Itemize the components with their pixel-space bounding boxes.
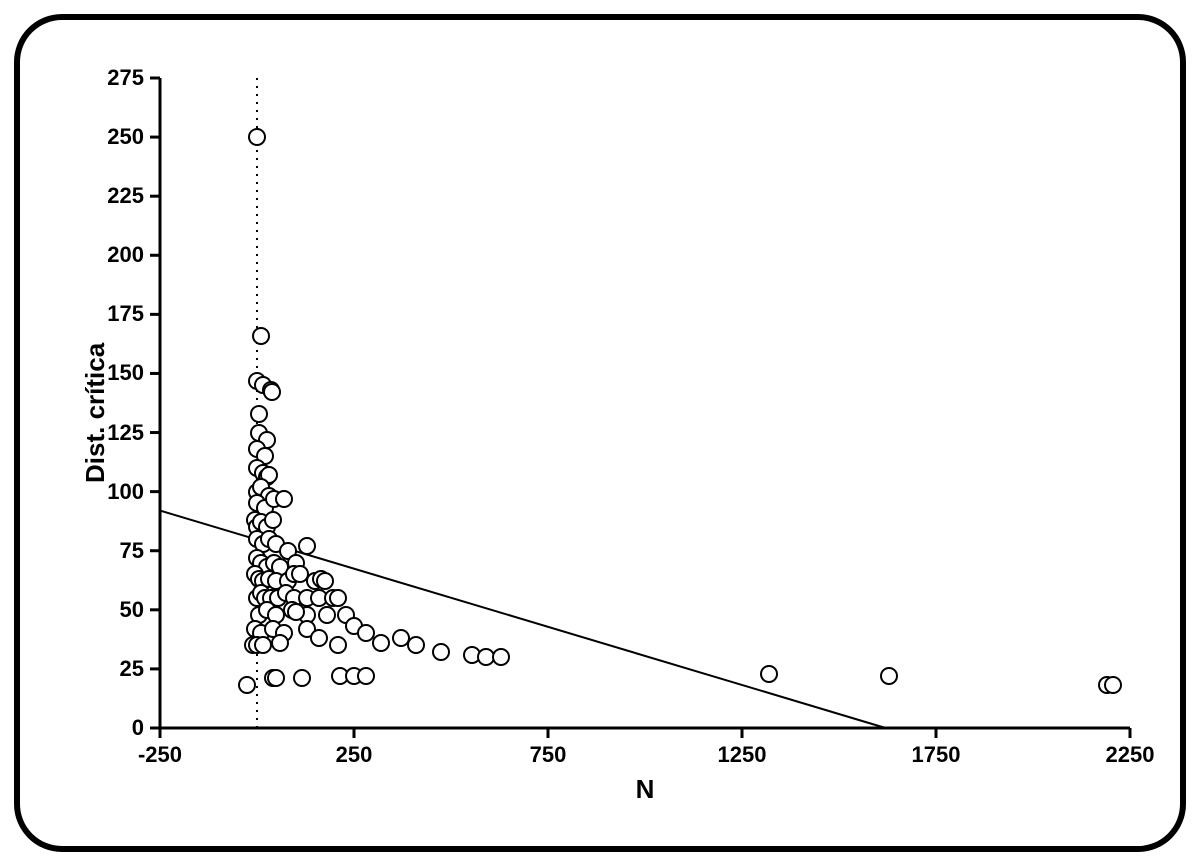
scatter-point [275, 490, 293, 508]
scatter-point [252, 327, 270, 345]
scatter-point [248, 128, 266, 146]
scatter-point [357, 667, 375, 685]
y-tick-label: 75 [120, 538, 144, 564]
x-tick-label: 250 [336, 742, 373, 768]
x-tick-label: -250 [138, 742, 182, 768]
scatter-point [372, 634, 390, 652]
y-tick-label: 250 [107, 124, 144, 150]
y-tick-label: 150 [107, 360, 144, 386]
y-tick-label: 275 [107, 65, 144, 91]
scatter-point [318, 606, 336, 624]
plot-area [160, 78, 1130, 728]
scatter-point [1104, 676, 1122, 694]
scatter-point [287, 603, 305, 621]
x-tick-label: 1250 [718, 742, 767, 768]
scatter-point [250, 405, 268, 423]
y-tick-label: 100 [107, 479, 144, 505]
y-tick-label: 125 [107, 420, 144, 446]
x-tick-label: 750 [530, 742, 567, 768]
scatter-point [293, 669, 311, 687]
y-tick-label: 175 [107, 301, 144, 327]
scatter-point [760, 665, 778, 683]
scatter-point [254, 636, 272, 654]
y-tick-label: 0 [132, 715, 144, 741]
x-axis-title: N [636, 774, 655, 805]
y-tick-label: 25 [120, 656, 144, 682]
scatter-point [264, 511, 282, 529]
scatter-point [263, 383, 281, 401]
y-tick-label: 50 [120, 597, 144, 623]
x-tick-label: 1750 [912, 742, 961, 768]
y-tick-label: 200 [107, 242, 144, 268]
y-tick-label: 225 [107, 183, 144, 209]
x-tick-label: 2250 [1106, 742, 1155, 768]
